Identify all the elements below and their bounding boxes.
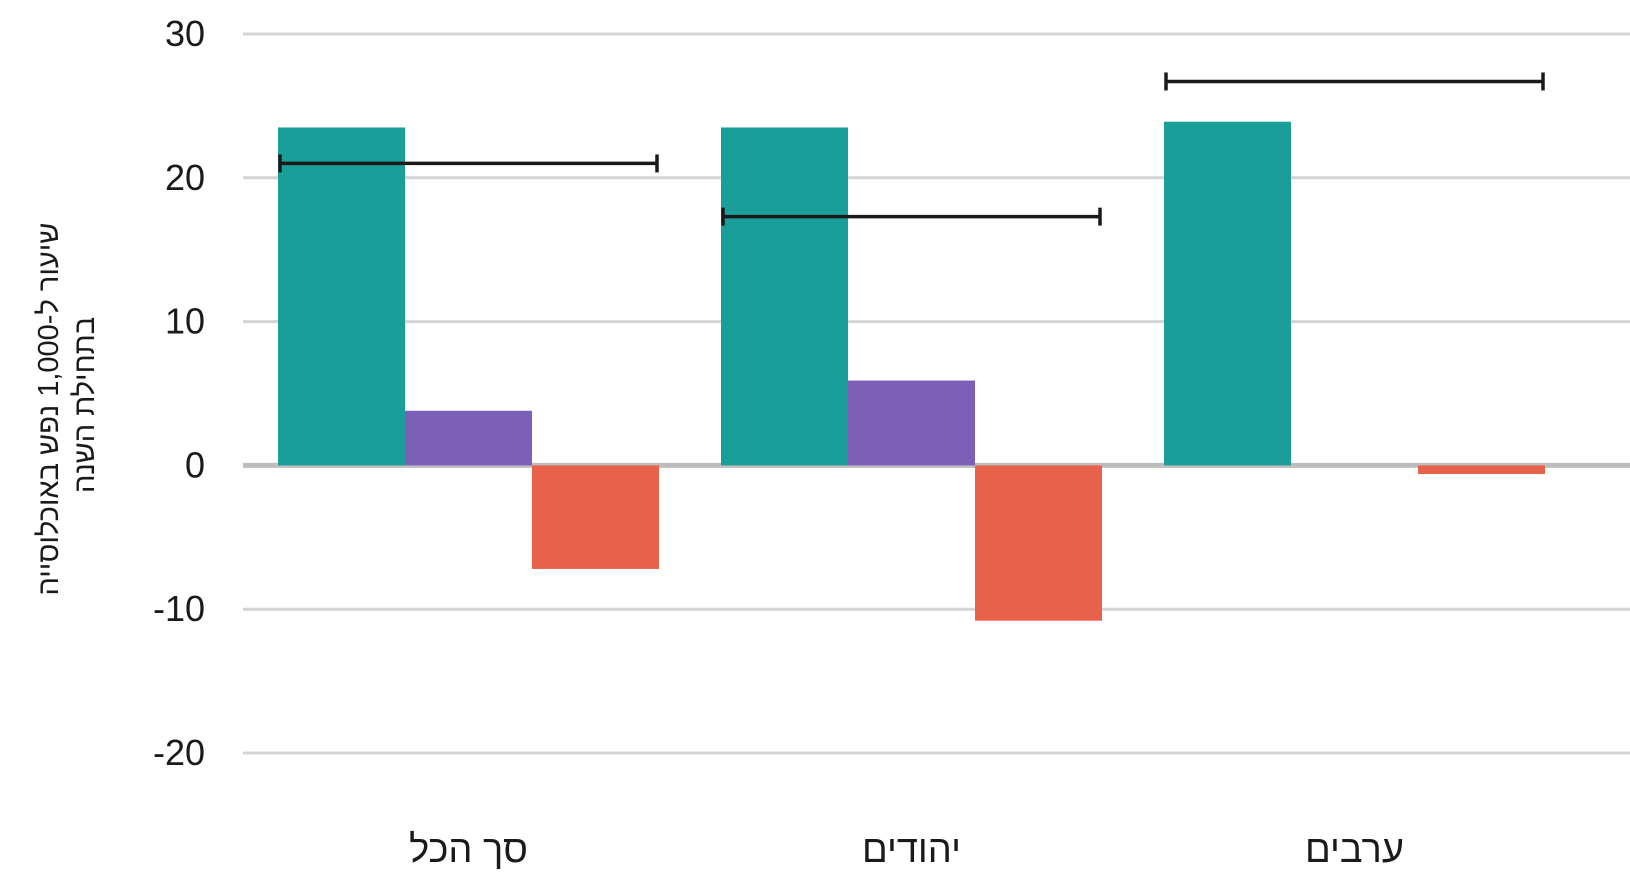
bar-series-3-cat-2	[975, 465, 1102, 621]
y-tick-label: -10	[153, 588, 205, 629]
y-tick-label: 20	[165, 157, 205, 198]
bar-series-1-cat-1	[278, 127, 405, 466]
y-axis-ticks: 30 20 10 0 -10 -20	[153, 13, 205, 773]
y-axis-title-line-1: שיעור ל-1,000 נפש באוכלוסייה	[33, 223, 65, 596]
total-markers	[278, 72, 1545, 226]
bar-series-1-cat-2	[721, 127, 848, 466]
y-tick-label: 0	[185, 444, 205, 485]
y-tick-label: -20	[153, 732, 205, 773]
bar-series-2-cat-1	[405, 410, 532, 466]
bar-series-2-cat-2	[848, 380, 975, 466]
x-category-label: סך הכל	[409, 829, 528, 871]
x-category-label: יהודים	[862, 829, 961, 871]
bars	[278, 121, 1545, 621]
y-tick-label: 30	[165, 13, 205, 54]
bar-series-3-cat-1	[532, 465, 659, 569]
bar-series-1-cat-3	[1164, 121, 1291, 466]
y-axis-title-line-2: בתחילת השנה	[69, 317, 101, 493]
bar-series-3-cat-3	[1418, 465, 1545, 475]
x-axis-categories: סך הכל יהודים ערבים	[409, 829, 1404, 871]
y-tick-label: 10	[165, 301, 205, 342]
y-axis-title: שיעור ל-1,000 נפש באוכלוסייה בתחילת השנה	[33, 214, 101, 595]
x-category-label: ערבים	[1305, 829, 1404, 871]
